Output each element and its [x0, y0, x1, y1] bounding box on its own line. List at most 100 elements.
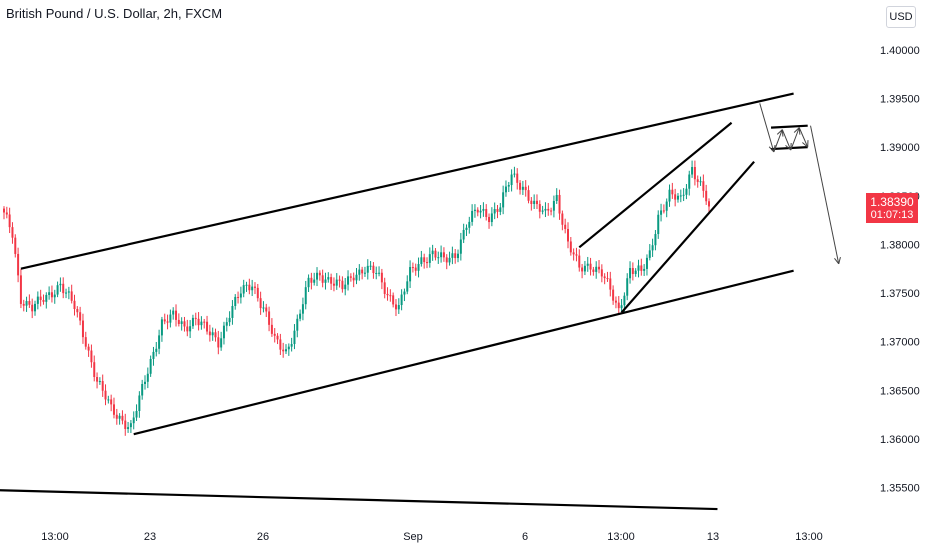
candle — [341, 276, 344, 293]
candle — [155, 341, 158, 357]
y-tick-label: 1.39500 — [880, 93, 920, 105]
candle — [676, 193, 679, 203]
last-price-label: 1.38390 01:07:13 — [866, 193, 918, 223]
candle — [513, 166, 516, 178]
candle — [344, 277, 347, 296]
candle — [149, 355, 152, 377]
candle — [50, 285, 53, 303]
candle — [79, 306, 82, 326]
candle — [473, 204, 476, 218]
candle — [645, 254, 648, 276]
candle — [648, 244, 651, 261]
candle — [225, 317, 228, 332]
projection-arrow[interactable] — [781, 129, 792, 151]
candle — [237, 291, 240, 304]
candle — [699, 176, 702, 186]
candle — [564, 218, 567, 234]
candle — [550, 207, 553, 216]
candle — [372, 262, 375, 279]
candle — [589, 257, 592, 276]
candle — [358, 264, 361, 281]
candle — [191, 314, 194, 329]
trendline[interactable] — [620, 160, 755, 314]
candle — [146, 367, 149, 389]
trendline[interactable] — [20, 92, 794, 270]
candle — [158, 329, 161, 355]
trendline[interactable] — [770, 124, 808, 129]
candle — [510, 169, 513, 192]
candle — [36, 291, 39, 310]
candle — [581, 263, 584, 279]
candle — [380, 268, 383, 290]
candle — [299, 309, 302, 322]
x-tick-label: 13:00 — [795, 531, 823, 543]
candle — [654, 230, 657, 251]
y-tick-label: 1.37500 — [880, 288, 920, 300]
candle — [234, 294, 237, 310]
x-tick-label: Sep — [403, 531, 423, 543]
candle — [144, 375, 146, 390]
candle — [535, 194, 538, 210]
candle — [583, 260, 586, 276]
trendline[interactable] — [0, 489, 718, 511]
candle — [96, 372, 99, 389]
candle — [175, 304, 178, 327]
projection-arrow[interactable] — [798, 127, 809, 148]
candle — [544, 202, 547, 218]
candle — [327, 272, 330, 283]
candle — [626, 273, 629, 301]
trendline[interactable] — [770, 145, 808, 151]
candle — [490, 207, 493, 227]
candle — [688, 170, 691, 196]
candle — [211, 327, 214, 341]
x-tick-label: 23 — [144, 531, 156, 543]
candle — [682, 188, 685, 202]
candle — [572, 248, 575, 261]
candle — [17, 247, 20, 283]
candle — [476, 207, 479, 217]
candle — [112, 397, 115, 419]
candle — [496, 204, 499, 219]
candle — [671, 182, 674, 199]
candle — [180, 317, 183, 331]
currency-button[interactable]: USD — [886, 6, 916, 28]
candle — [411, 262, 414, 273]
candle — [152, 346, 155, 366]
projection-arrow[interactable] — [810, 125, 841, 265]
candle — [634, 268, 637, 277]
candle — [189, 320, 192, 339]
candle — [290, 337, 293, 352]
candle — [42, 294, 45, 305]
candle — [459, 232, 462, 261]
candle — [668, 184, 671, 207]
candle — [586, 256, 589, 272]
candle — [541, 205, 544, 215]
candle — [547, 202, 550, 216]
candle — [160, 316, 163, 342]
candle — [468, 216, 471, 234]
candle — [324, 272, 327, 290]
candle — [48, 286, 51, 300]
candle — [437, 251, 440, 264]
candle — [578, 249, 581, 272]
candle — [28, 294, 31, 308]
candle — [693, 160, 696, 186]
candle — [606, 271, 609, 282]
candle — [394, 299, 397, 317]
candle — [11, 222, 14, 244]
candle — [445, 254, 448, 270]
trendline[interactable] — [133, 269, 794, 436]
candle — [567, 222, 569, 249]
candle — [330, 273, 333, 290]
candle — [417, 257, 420, 278]
candle — [409, 260, 412, 288]
candle — [304, 280, 307, 310]
trendline[interactable] — [578, 121, 733, 249]
candle — [603, 273, 606, 285]
candle — [651, 238, 654, 257]
candle — [558, 189, 561, 220]
candle — [499, 203, 502, 216]
candle — [208, 324, 211, 342]
candle — [440, 245, 443, 263]
